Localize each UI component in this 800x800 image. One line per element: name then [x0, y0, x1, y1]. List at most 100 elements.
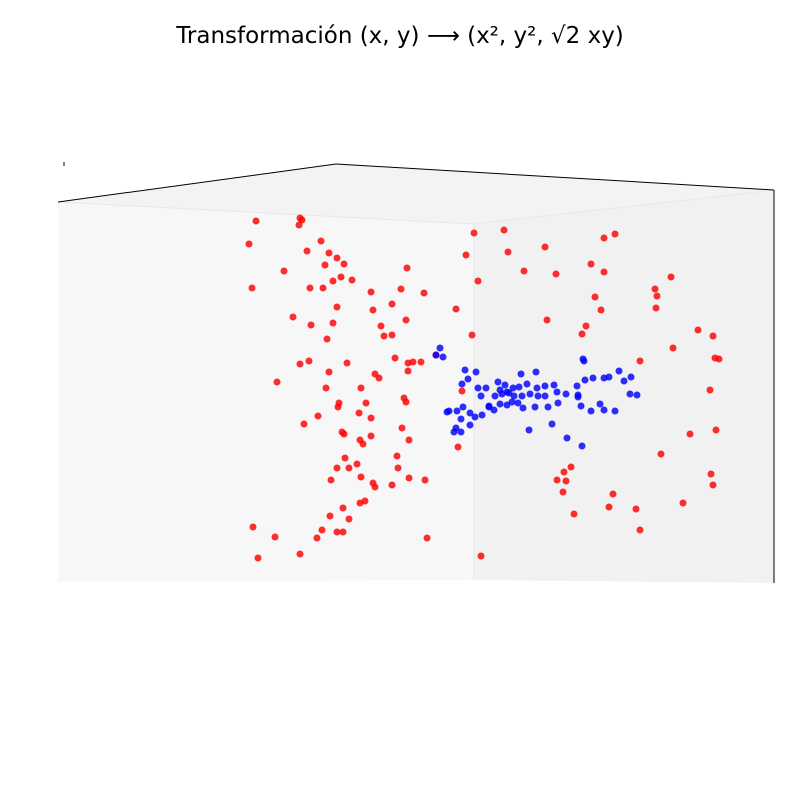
blue-point — [533, 384, 541, 392]
red-point — [337, 273, 345, 281]
blue-point — [574, 391, 582, 399]
red-point — [314, 412, 322, 420]
red-point — [420, 289, 428, 297]
red-point — [397, 285, 405, 293]
red-point — [333, 464, 341, 472]
red-point — [597, 306, 605, 314]
blue-point — [482, 384, 490, 392]
red-point — [694, 326, 702, 334]
red-point — [367, 414, 375, 422]
red-point — [600, 234, 608, 242]
blue-point — [466, 409, 474, 417]
blue-point — [459, 403, 467, 411]
blue-point — [578, 442, 586, 450]
blue-point — [501, 381, 509, 389]
red-point — [651, 285, 659, 293]
red-point — [380, 332, 388, 340]
red-point — [541, 243, 549, 251]
red-point — [325, 249, 333, 257]
blue-point — [626, 390, 634, 398]
red-point — [402, 316, 410, 324]
blue-point — [526, 390, 534, 398]
red-point — [334, 403, 342, 411]
red-point — [458, 387, 466, 395]
red-point — [323, 335, 331, 343]
blue-point — [478, 411, 486, 419]
red-point — [667, 273, 675, 281]
red-point — [325, 368, 333, 376]
red-point — [377, 322, 385, 330]
blue-point — [627, 373, 635, 381]
red-point — [587, 260, 595, 268]
red-point — [296, 360, 304, 368]
red-point — [345, 515, 353, 523]
blue-point — [615, 367, 623, 375]
blue-point — [466, 421, 474, 429]
blue-point — [432, 351, 440, 359]
red-point — [317, 237, 325, 245]
red-point — [273, 378, 281, 386]
red-point — [318, 526, 326, 534]
blue-point — [461, 366, 469, 374]
blue-point — [534, 392, 542, 400]
red-point — [300, 420, 308, 428]
red-point — [307, 321, 315, 329]
red-point — [333, 254, 341, 262]
blue-point — [457, 428, 465, 436]
red-point — [669, 344, 677, 352]
red-point — [321, 261, 329, 269]
red-point — [369, 479, 377, 487]
red-point — [359, 440, 367, 448]
red-point — [355, 409, 363, 417]
blue-point — [532, 368, 540, 376]
blue-point — [541, 382, 549, 390]
red-point — [313, 534, 321, 542]
blue-point — [620, 377, 628, 385]
top-pane — [58, 164, 774, 224]
blue-point — [509, 384, 517, 392]
red-point — [303, 247, 311, 255]
blue-point — [554, 399, 562, 407]
red-point — [369, 306, 377, 314]
red-point — [477, 552, 485, 560]
blue-point — [523, 380, 531, 388]
red-point — [520, 267, 528, 275]
red-point — [559, 488, 567, 496]
blue-point — [439, 353, 447, 361]
red-point — [423, 534, 431, 542]
red-point — [388, 481, 396, 489]
blue-point — [445, 407, 453, 415]
red-point — [543, 316, 551, 324]
blue-point — [531, 403, 539, 411]
blue-point — [587, 407, 595, 415]
red-point — [707, 470, 715, 478]
red-point — [348, 276, 356, 284]
red-point — [295, 221, 303, 229]
red-point — [339, 528, 347, 536]
red-point — [653, 292, 661, 300]
blue-point — [453, 407, 461, 415]
red-point — [632, 505, 640, 513]
red-point — [404, 359, 412, 367]
red-point — [709, 332, 717, 340]
blue-point — [544, 403, 552, 411]
blue-point — [562, 390, 570, 398]
red-point — [391, 354, 399, 362]
red-point — [340, 430, 348, 438]
red-point — [289, 313, 297, 321]
red-point — [245, 240, 253, 248]
red-point — [405, 474, 413, 482]
red-point — [341, 454, 349, 462]
blue-point — [589, 374, 597, 382]
red-point — [452, 305, 460, 313]
red-point — [326, 512, 334, 520]
red-point — [388, 300, 396, 308]
red-point — [582, 322, 590, 330]
axes-3d-box — [57, 162, 775, 583]
blue-point — [515, 383, 523, 391]
red-point — [636, 526, 644, 534]
red-point — [454, 443, 462, 451]
blue-point — [496, 400, 504, 408]
red-point — [296, 550, 304, 558]
blue-point — [580, 357, 588, 365]
